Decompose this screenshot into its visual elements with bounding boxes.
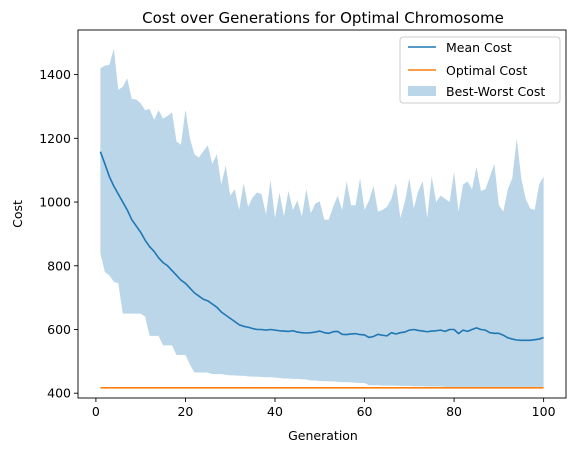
y-axis-label: Cost (10, 200, 25, 228)
legend-swatch-band (408, 86, 436, 96)
x-tick-label: 0 (92, 404, 100, 419)
x-tick-label: 40 (267, 404, 283, 419)
legend-label-optimal: Optimal Cost (446, 63, 527, 78)
x-tick-label: 60 (357, 404, 373, 419)
legend: Mean Cost Optimal Cost Best-Worst Cost (399, 36, 561, 104)
y-tick-label: 1200 (39, 131, 71, 146)
chart-title: Cost over Generations for Optimal Chromo… (142, 9, 504, 27)
x-tick-label: 20 (177, 404, 193, 419)
legend-box (399, 36, 561, 104)
y-axis: 400 600 800 1000 1200 1400 (39, 67, 78, 401)
x-tick-label: 80 (446, 404, 462, 419)
plot-frame (77, 29, 567, 399)
y-tick-label: 1000 (39, 195, 71, 210)
legend-label-mean: Mean Cost (446, 40, 512, 55)
line-layer (99, 151, 544, 389)
y-tick-label: 1400 (39, 67, 71, 82)
y-tick-label: 600 (47, 322, 71, 337)
legend-label-band: Best-Worst Cost (446, 84, 545, 99)
y-tick-label: 800 (47, 258, 71, 273)
x-axis-label: Generation (288, 428, 358, 443)
x-axis: 0 20 40 60 80 100 (92, 398, 556, 419)
x-tick-label: 100 (532, 404, 556, 419)
series-line-mean-cost (99, 151, 544, 342)
y-tick-label: 400 (47, 386, 71, 401)
